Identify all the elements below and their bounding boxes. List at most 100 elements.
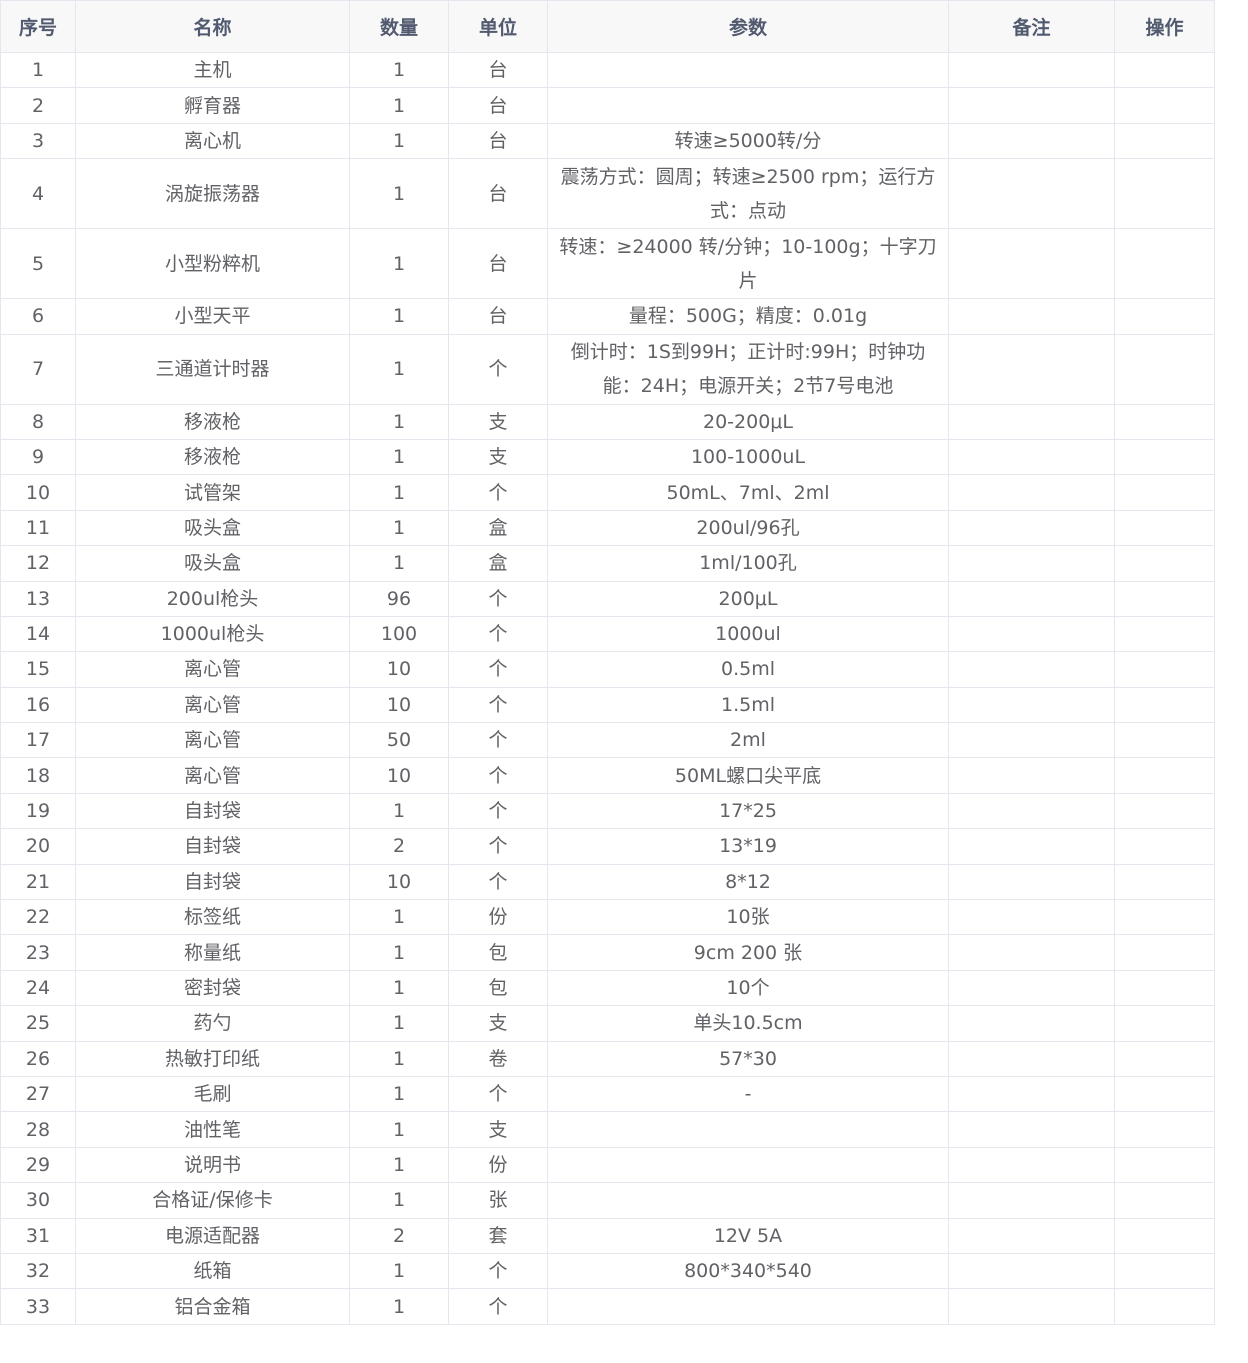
cell-quantity: 1 <box>349 1075 449 1113</box>
cell-unit: 个 <box>448 757 548 794</box>
cell-remark <box>948 228 1115 300</box>
cell-params: 震荡方式：圆周；转速≥2500 rpm；运行方式：点动 <box>547 158 949 230</box>
cell-unit: 盒 <box>448 545 548 582</box>
cell-remark <box>948 899 1115 936</box>
cell-name: 试管架 <box>75 474 350 511</box>
cell-action <box>1114 298 1215 335</box>
cell-unit: 个 <box>448 333 548 405</box>
cell-unit: 个 <box>448 580 548 617</box>
cell-quantity: 1 <box>349 333 449 405</box>
cell-action <box>1114 828 1215 865</box>
cell-params: 10个 <box>547 969 949 1007</box>
cell-unit: 个 <box>448 474 548 511</box>
cell-name: 油性笔 <box>75 1111 350 1148</box>
cell-action <box>1114 438 1215 476</box>
cell-remark <box>948 1005 1115 1042</box>
table-row: 22 标签纸 1 份 10张 <box>0 899 1215 936</box>
cell-name: 标签纸 <box>75 899 350 936</box>
cell-params: 9cm 200 张 <box>547 934 949 971</box>
cell-unit: 个 <box>448 722 548 759</box>
cell-quantity: 10 <box>349 757 449 794</box>
cell-name: 离心管 <box>75 722 350 759</box>
cell-action <box>1114 1252 1215 1290</box>
cell-params: 200μL <box>547 580 949 617</box>
cell-unit: 台 <box>448 122 548 160</box>
cell-action <box>1114 1288 1215 1325</box>
cell-name: 电源适配器 <box>75 1217 350 1254</box>
table-row: 9 移液枪 1 支 100-1000uL <box>0 438 1215 476</box>
cell-action <box>1114 87 1215 124</box>
cell-name: 离心管 <box>75 686 350 724</box>
cell-action <box>1114 122 1215 160</box>
cell-name: 离心管 <box>75 651 350 688</box>
cell-action <box>1114 615 1215 653</box>
cell-quantity: 50 <box>349 722 449 759</box>
cell-remark <box>948 158 1115 230</box>
cell-unit: 个 <box>448 651 548 688</box>
cell-quantity: 1 <box>349 87 449 124</box>
cell-quantity: 2 <box>349 828 449 865</box>
cell-params: 57*30 <box>547 1040 949 1077</box>
cell-quantity: 1 <box>349 1111 449 1148</box>
cell-quantity: 1 <box>349 403 449 440</box>
cell-name: 说明书 <box>75 1146 350 1184</box>
cell-index: 10 <box>0 474 76 511</box>
cell-name: 涡旋振荡器 <box>75 158 350 230</box>
cell-quantity: 2 <box>349 1217 449 1254</box>
cell-name: 铝合金箱 <box>75 1288 350 1325</box>
cell-remark <box>948 615 1115 653</box>
cell-params: 倒计时：1S到99H；正计时:99H；时钟功能：24H；电源开关；2节7号电池 <box>547 333 949 405</box>
cell-unit: 份 <box>448 1146 548 1184</box>
cell-action <box>1114 1182 1215 1219</box>
cell-remark <box>948 651 1115 688</box>
cell-unit: 个 <box>448 1288 548 1325</box>
cell-quantity: 1 <box>349 1040 449 1077</box>
cell-index: 12 <box>0 545 76 582</box>
cell-index: 5 <box>0 228 76 300</box>
table-row: 31 电源适配器 2 套 12V 5A <box>0 1217 1215 1254</box>
cell-index: 28 <box>0 1111 76 1148</box>
table-header-row: 序号 名称 数量 单位 参数 备注 操作 <box>0 0 1215 53</box>
cell-remark <box>948 122 1115 160</box>
cell-remark <box>948 580 1115 617</box>
cell-unit: 台 <box>448 158 548 230</box>
cell-params <box>547 1182 949 1219</box>
cell-remark <box>948 403 1115 440</box>
cell-remark <box>948 722 1115 759</box>
cell-name: 1000ul枪头 <box>75 615 350 653</box>
cell-index: 11 <box>0 509 76 547</box>
cell-unit: 包 <box>448 934 548 971</box>
header-quantity: 数量 <box>349 0 449 53</box>
cell-params: 13*19 <box>547 828 949 865</box>
cell-index: 31 <box>0 1217 76 1254</box>
cell-name: 纸箱 <box>75 1252 350 1290</box>
cell-name: 小型粉粹机 <box>75 228 350 300</box>
cell-remark <box>948 474 1115 511</box>
cell-name: 自封袋 <box>75 792 350 830</box>
cell-action <box>1114 863 1215 901</box>
cell-unit: 支 <box>448 438 548 476</box>
cell-remark <box>948 509 1115 547</box>
cell-remark <box>948 51 1115 89</box>
cell-action <box>1114 969 1215 1007</box>
cell-params: 单头10.5cm <box>547 1005 949 1042</box>
cell-remark <box>948 1146 1115 1184</box>
cell-params: 转速：≥24000 转/分钟；10-100g；十字刀片 <box>547 228 949 300</box>
cell-remark <box>948 934 1115 971</box>
cell-name: 称量纸 <box>75 934 350 971</box>
cell-index: 3 <box>0 122 76 160</box>
cell-index: 29 <box>0 1146 76 1184</box>
cell-params: 17*25 <box>547 792 949 830</box>
cell-index: 8 <box>0 403 76 440</box>
cell-action <box>1114 686 1215 724</box>
cell-unit: 卷 <box>448 1040 548 1077</box>
cell-remark <box>948 1040 1115 1077</box>
table-row: 24 密封袋 1 包 10个 <box>0 969 1215 1007</box>
cell-params <box>547 1288 949 1325</box>
table-row: 6 小型天平 1 台量程：500G；精度：0.01g <box>0 298 1215 335</box>
parts-table: 序号 名称 数量 单位 参数 备注 操作 1 主机 1 台 2 孵育器 1 台 3 离心机 1 台转速≥5000转… <box>0 0 1215 1325</box>
cell-quantity: 10 <box>349 863 449 901</box>
table-row: 5 小型粉粹机 1 台转速：≥24000 转/分钟；10-100g；十字刀片 <box>0 228 1215 300</box>
cell-remark <box>948 792 1115 830</box>
cell-unit: 个 <box>448 686 548 724</box>
